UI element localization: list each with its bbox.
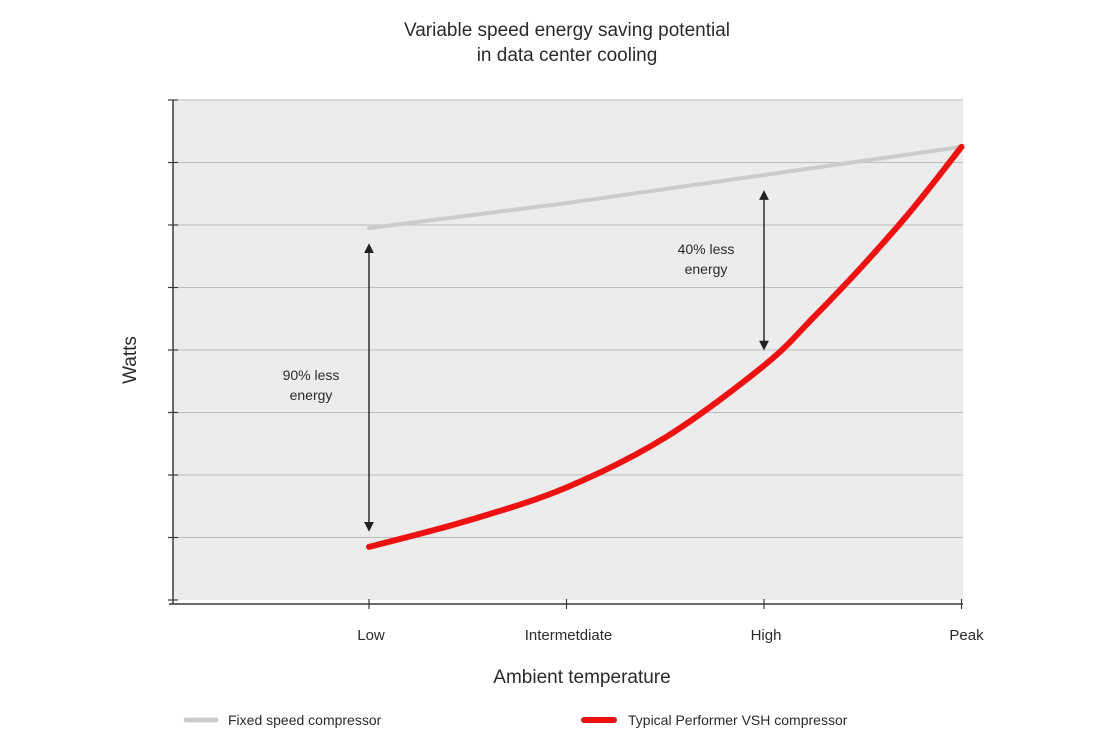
x-axis-ticks: Low Intermetdiate High Peak	[357, 599, 984, 644]
y-axis-ticks	[168, 99, 178, 601]
legend-label-fixed-speed: Fixed speed compressor	[228, 712, 382, 728]
annotation-text: 90% less	[283, 367, 340, 383]
y-axis-label: Watts	[120, 336, 141, 384]
x-tick-label: Low	[357, 627, 385, 644]
grid-lines	[173, 99, 963, 538]
annotation-layer: 90% less energy 40% less energy	[283, 190, 769, 532]
series-line-vsh	[366, 143, 965, 550]
x-axis-label: Ambient temperature	[493, 667, 670, 688]
x-tick-label: Peak	[949, 627, 984, 644]
chart-title-line-2: in data center cooling	[477, 45, 658, 66]
annotation-text: 40% less	[678, 241, 735, 257]
x-tick-label: High	[751, 627, 782, 644]
series-layer	[366, 143, 965, 550]
annotation-text: energy	[290, 387, 333, 403]
annotation-text: energy	[685, 261, 728, 277]
chart-title-line-1: Variable speed energy saving potential	[404, 20, 730, 41]
series-line-fixed-speed	[367, 144, 964, 231]
x-tick-label: Intermetdiate	[525, 627, 613, 644]
legend-label-vsh: Typical Performer VSH compressor	[628, 712, 848, 728]
legend: Fixed speed compressor Typical Performer…	[183, 712, 848, 728]
